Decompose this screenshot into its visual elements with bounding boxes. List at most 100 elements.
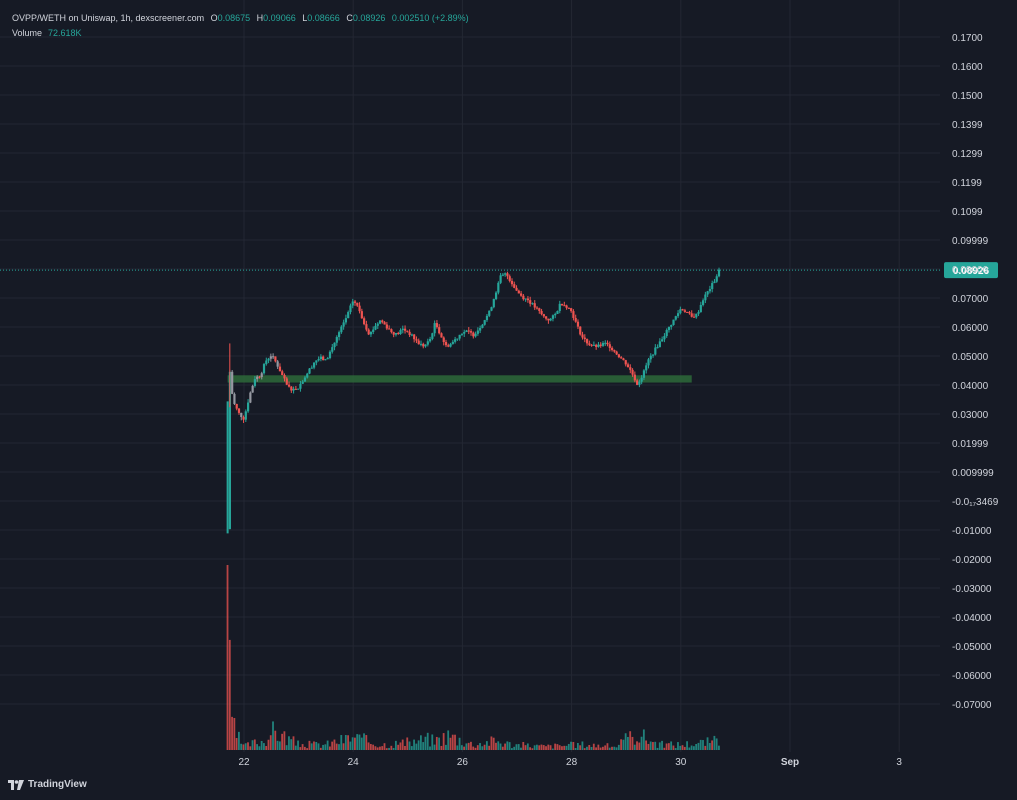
candle-body [647, 359, 650, 366]
volume-bar [624, 733, 627, 750]
volume-bar [367, 742, 370, 750]
volume-label[interactable]: Volume [12, 28, 43, 38]
price-axis[interactable]: 0.1700 0.1600 0.1500 0.1399 0.1299 0.1199 0.10… [944, 33, 999, 711]
change-value: 0.002510 (+2.89%) [391, 13, 469, 23]
volume-bar [654, 741, 657, 750]
time-axis[interactable]: 22 24 26 28 30 Sep 3 [238, 757, 902, 768]
candle-body [403, 328, 407, 331]
candle-body [504, 273, 507, 275]
candle-body [579, 326, 582, 335]
candle-body [661, 339, 664, 342]
volume-bar [540, 744, 543, 750]
support-zone-rect [227, 375, 692, 383]
volume-bar [567, 743, 570, 750]
candle-body [656, 347, 659, 349]
candle-body [690, 313, 693, 317]
candle-body [488, 310, 491, 316]
volume-bar [365, 735, 368, 750]
candle-body [374, 325, 377, 330]
volume-bar [263, 743, 265, 750]
volume-bar [429, 746, 431, 750]
volume-bar [517, 744, 520, 750]
candle-body [501, 274, 504, 276]
candle-body [353, 301, 357, 303]
time-tick-label: Sep [781, 757, 799, 768]
price-tick-label: 0.06000 [952, 323, 989, 334]
legend-volume-row: Volume 72.618K [12, 26, 469, 41]
volume-bar [410, 746, 413, 750]
volume-bar [226, 565, 229, 750]
volume-bar [260, 740, 263, 750]
volume-bar [467, 742, 470, 750]
tradingview-logo[interactable]: TradingView [8, 779, 87, 790]
support-zone [227, 375, 692, 383]
volume-bar [338, 744, 340, 750]
volume-bar [570, 741, 572, 750]
volume-bar [347, 735, 349, 750]
volume-bar [715, 738, 718, 750]
symbol-title[interactable]: OVPP/WETH on Uniswap, 1h, dexscreener.co… [12, 13, 205, 23]
volume-bar [520, 747, 522, 750]
candle-body [681, 309, 684, 311]
volume-bar [422, 742, 425, 750]
price-tick-label: 0.1099 [952, 207, 983, 218]
volume-bar [326, 740, 329, 750]
candle-body [390, 329, 393, 333]
candle-body [483, 320, 486, 325]
candle-body [397, 332, 400, 335]
candle-body [508, 276, 511, 281]
candle-body [340, 326, 343, 333]
candle-body [519, 293, 523, 296]
candle-body [699, 304, 702, 313]
volume-bar [288, 736, 290, 750]
volume-bar [315, 741, 318, 750]
candle-body [458, 334, 461, 339]
candle-body [428, 338, 432, 342]
volume-bar [572, 741, 575, 750]
volume-bar [674, 748, 677, 750]
candle-body [517, 290, 520, 294]
volume-bar [642, 729, 645, 750]
candle-body [306, 373, 309, 378]
high-label: H [256, 13, 264, 23]
price-tick-label: 0.1500 [952, 91, 983, 102]
volume-bar [554, 743, 557, 750]
volume-bar [447, 730, 450, 750]
candle-body [622, 358, 625, 361]
candle-body [331, 347, 334, 352]
candle-body [551, 315, 555, 319]
candle-body [494, 292, 498, 300]
volume-bar [633, 744, 636, 750]
volume-bar [492, 737, 495, 750]
volume-bar [404, 746, 406, 750]
volume-bar [658, 742, 661, 750]
candle-body [697, 312, 700, 314]
candle-body [424, 344, 427, 347]
candle-body [640, 377, 643, 382]
candle-body [686, 311, 689, 313]
volume-bar [556, 744, 559, 750]
candle-body [267, 358, 270, 361]
volume-bar [285, 745, 288, 750]
price-tick-label: -0.05000 [952, 642, 992, 653]
candle-body [585, 339, 589, 344]
candle-body [251, 385, 254, 393]
volume-bar [620, 739, 622, 750]
volume-bar [340, 735, 343, 750]
candle-body [467, 330, 470, 332]
candle-body [406, 330, 409, 332]
candle-body [717, 269, 721, 277]
candle-body [515, 287, 518, 291]
volume-bar [331, 741, 334, 750]
volume-bar [551, 748, 554, 750]
candle-body [510, 280, 514, 285]
candle-body [547, 318, 550, 321]
volume-bar [606, 743, 609, 750]
volume-bar [595, 747, 597, 750]
candle-body [410, 334, 413, 336]
volume-bar [683, 746, 686, 750]
candle-body [581, 334, 584, 338]
volume-bar [294, 745, 297, 750]
volume-bar [652, 742, 654, 750]
